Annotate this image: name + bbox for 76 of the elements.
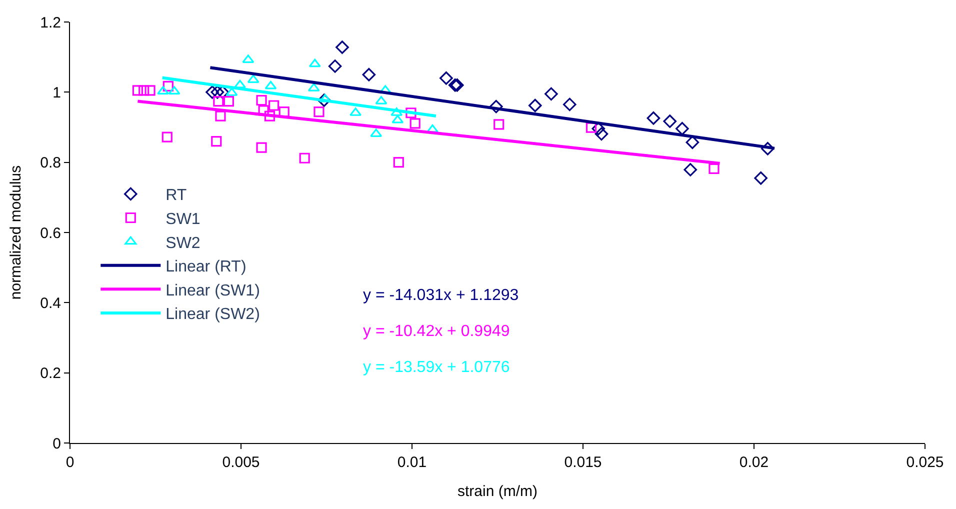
point xyxy=(528,98,542,112)
point xyxy=(162,132,172,142)
point xyxy=(328,60,342,73)
point xyxy=(336,40,349,54)
point xyxy=(162,80,174,92)
y-tick-label: 1.2 xyxy=(40,14,61,32)
point xyxy=(663,114,677,128)
point xyxy=(708,163,720,174)
legend-label: SW2 xyxy=(166,234,200,252)
point xyxy=(299,152,310,164)
point xyxy=(393,157,404,168)
point xyxy=(278,106,290,118)
y-axis-title: normalized modulus xyxy=(7,165,24,300)
legend-label: Linear (RT) xyxy=(166,258,246,276)
legend-label: RT xyxy=(166,187,187,204)
point xyxy=(206,86,219,99)
y-tick-label: 0.6 xyxy=(40,224,61,242)
point xyxy=(256,142,267,153)
point xyxy=(586,122,597,133)
point xyxy=(138,85,150,96)
point xyxy=(319,94,332,102)
point xyxy=(234,80,246,88)
point xyxy=(646,111,660,125)
legend-label: SW1 xyxy=(166,210,200,228)
annotation: y = -13.59x + 1.0776 xyxy=(363,359,510,376)
legend-label: Linear (SW2) xyxy=(166,306,260,324)
annotation: y = -14.031x + 1.1293 xyxy=(363,287,519,304)
point xyxy=(410,118,420,129)
point xyxy=(686,136,700,149)
x-axis-title: strain (m/m) xyxy=(458,483,538,500)
point xyxy=(440,71,453,85)
y-tick-label: 1 xyxy=(52,84,61,102)
point xyxy=(264,110,276,122)
point xyxy=(489,100,503,114)
point xyxy=(594,127,608,141)
point xyxy=(563,98,576,112)
point xyxy=(211,136,222,147)
x-tick-label: 0.005 xyxy=(222,454,260,471)
y-tick-label: 0 xyxy=(52,435,61,452)
point xyxy=(168,86,180,95)
point xyxy=(392,114,404,124)
point xyxy=(754,171,768,185)
point xyxy=(684,163,698,176)
point xyxy=(494,119,504,130)
point xyxy=(223,96,234,107)
point xyxy=(268,100,280,111)
point xyxy=(676,122,689,136)
point xyxy=(544,87,558,101)
point xyxy=(592,122,606,136)
y-tick-label: 0.2 xyxy=(40,365,61,382)
point xyxy=(144,85,156,96)
point xyxy=(317,94,331,107)
point xyxy=(362,68,376,82)
point xyxy=(375,96,388,104)
point xyxy=(258,105,269,116)
point xyxy=(210,86,224,99)
y-tick-label: 0.4 xyxy=(40,294,61,312)
legend-label: Linear (SW1) xyxy=(166,282,260,300)
point xyxy=(406,108,416,118)
y-tick-label: 0.8 xyxy=(40,154,61,172)
x-tick-label: 0.01 xyxy=(397,454,427,471)
x-tick-label: 0.02 xyxy=(739,454,769,471)
point xyxy=(256,94,267,106)
x-tick-label: 0 xyxy=(66,454,74,471)
point xyxy=(157,86,170,95)
point xyxy=(264,80,277,90)
point xyxy=(213,96,224,107)
x-tick-label: 0.015 xyxy=(564,454,602,471)
point xyxy=(215,110,226,122)
annotation: y = -10.42x + 0.9949 xyxy=(363,323,510,340)
point xyxy=(426,124,439,133)
point xyxy=(132,85,144,96)
point xyxy=(761,142,774,156)
x-tick-label: 0.025 xyxy=(906,454,944,471)
point xyxy=(308,58,321,68)
point xyxy=(314,106,324,118)
